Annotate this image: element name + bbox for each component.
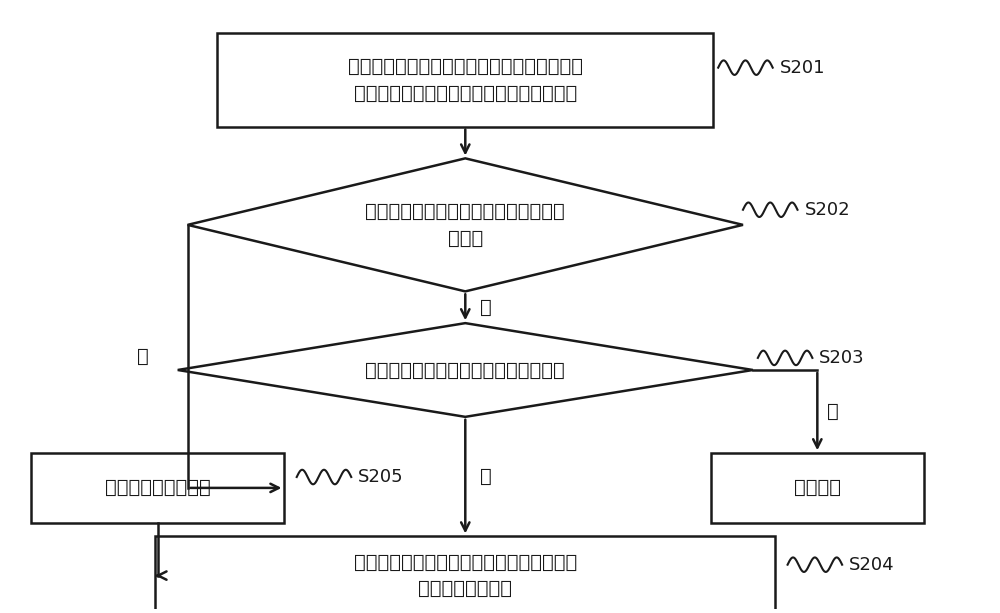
Text: S205: S205	[358, 468, 404, 486]
Text: 是: 是	[137, 347, 149, 366]
Text: 否: 否	[480, 298, 492, 317]
Polygon shape	[178, 323, 753, 417]
Text: S202: S202	[804, 200, 850, 219]
Bar	[711, 453, 924, 523]
Text: 是: 是	[480, 467, 492, 486]
Text: S201: S201	[780, 59, 825, 77]
Text: S204: S204	[849, 556, 895, 574]
Text: 否: 否	[827, 402, 839, 421]
Polygon shape	[188, 158, 743, 291]
Text: 控制第二控制阀关闭: 控制第二控制阀关闭	[105, 478, 211, 497]
Text: 在空调运行制热模式时，获取空调下的室外盘
管温度、室外环境温度和蓄水装置内的水温: 在空调运行制热模式时，获取空调下的室外盘 管温度、室外环境温度和蓄水装置内的水温	[348, 57, 583, 102]
Bar	[155, 536, 775, 613]
Text: 判断蓄水装置内的水温是否满足第一水
温条件: 判断蓄水装置内的水温是否满足第一水 温条件	[365, 202, 565, 248]
Text: S203: S203	[819, 349, 865, 367]
Text: 流程结束: 流程结束	[794, 478, 841, 497]
Bar	[217, 33, 713, 127]
Text: 控制第一控制阀以最大开度开启，第二控制
阀以第一开度开启: 控制第一控制阀以最大开度开启，第二控制 阀以第一开度开启	[354, 553, 577, 598]
Text: 判断室外盘管温度是否小于外盘温阈值: 判断室外盘管温度是否小于外盘温阈值	[365, 360, 565, 379]
Bar	[31, 453, 284, 523]
